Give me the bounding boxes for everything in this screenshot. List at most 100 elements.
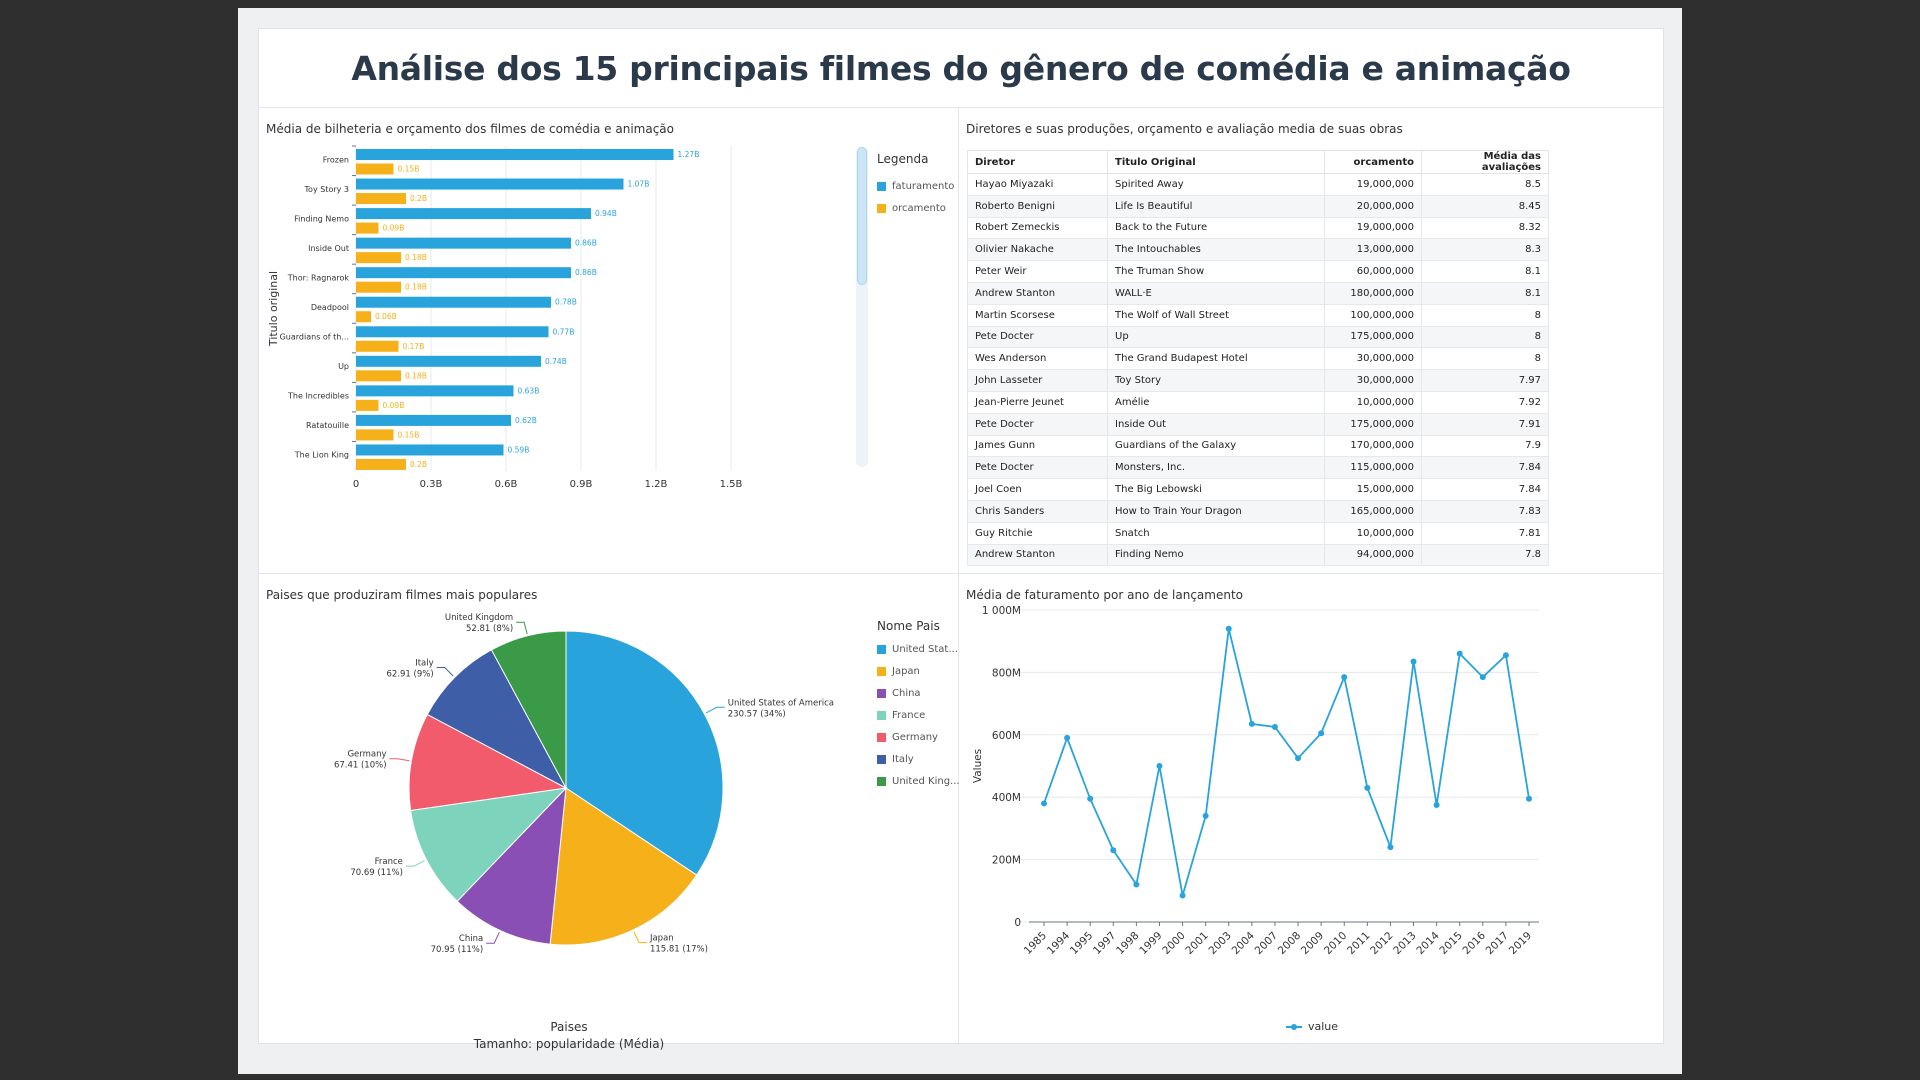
table-row[interactable]: Olivier Nakache The Intouchables 13,000,00…: [967, 238, 1549, 262]
legend-item[interactable]: France: [877, 704, 960, 726]
line-point: [1202, 812, 1209, 819]
legend-item[interactable]: China: [877, 682, 960, 704]
cell-title: The Grand Budapest Hotel: [1107, 347, 1325, 371]
table-row[interactable]: Roberto Benigni Life Is Beautiful 20,000,0…: [967, 194, 1549, 218]
bar-value-label: 0.86B: [575, 239, 597, 248]
legend-item-faturamento[interactable]: faturamento: [877, 175, 954, 197]
cell-budget: 175,000,000: [1324, 412, 1422, 436]
bar-value-label: 0.15B: [398, 165, 420, 174]
x-tick-label: 1999: [1137, 930, 1164, 957]
line-point: [1502, 652, 1509, 659]
cell-director: Wes Anderson: [967, 347, 1108, 371]
bar-faturamento: [356, 267, 571, 279]
table-row[interactable]: Wes Anderson The Grand Budapest Hotel 30,0…: [967, 347, 1549, 371]
pie-slice: [456, 786, 567, 945]
y-axis-label: Values: [972, 749, 984, 783]
cell-rating: 8.1: [1421, 281, 1549, 305]
table-row[interactable]: Chris Sanders How to Train Your Dragon 165…: [967, 499, 1549, 523]
legend-item[interactable]: Italy: [877, 748, 960, 770]
x-tick-label: 1985: [1022, 930, 1049, 957]
cell-rating: 8: [1421, 347, 1549, 371]
x-tick-label: 2016: [1461, 929, 1489, 957]
bar-orcamento: [356, 252, 401, 264]
bar-value-label: 0.06B: [375, 312, 397, 321]
column-header-rating[interactable]: Média das avaliações: [1421, 150, 1549, 174]
line-point: [1110, 847, 1117, 854]
bar-chart: 0 0.3B 0.6B 0.9B 1.2B 1.5B Titulo original Froz…: [267, 145, 743, 490]
legend-swatch: [877, 732, 886, 742]
bar-orcamento: [356, 370, 401, 382]
pie-slice-value: 52.81 (8%): [466, 624, 513, 634]
x-tick-label: 2007: [1253, 930, 1280, 957]
cell-rating: 7.92: [1421, 390, 1549, 414]
line-legend[interactable]: value: [1286, 1020, 1338, 1033]
bar-value-label: 0.74B: [545, 357, 567, 366]
line-point: [1364, 784, 1371, 791]
cell-title: Spirited Away: [1107, 173, 1325, 196]
cell-rating: 7.8: [1421, 543, 1549, 567]
bar-value-label: 0.59B: [508, 445, 530, 454]
pie-slice-value: 70.69 (11%): [350, 868, 403, 878]
pie-slice: [408, 713, 568, 812]
table-row[interactable]: Martin Scorsese The Wolf of Wall Street 10…: [967, 303, 1549, 327]
line-chart-panel[interactable]: Média de faturamento por ano de lançamen…: [959, 574, 1663, 1043]
line-point: [1087, 795, 1094, 802]
pie-chart-panel[interactable]: Paises que produziram filmes mais popula…: [259, 574, 960, 1051]
legend-scrollbar-thumb[interactable]: [857, 147, 867, 285]
line-point: [1410, 658, 1417, 665]
bar-chart-title: Média de bilheteria e orçamento dos film…: [266, 122, 674, 136]
line-point: [1156, 763, 1163, 769]
table-row[interactable]: Guy Ritchie Snatch 10,000,000 7.81: [967, 521, 1549, 545]
table-row[interactable]: Jean-Pierre Jeunet Amélie 10,000,000 7.92: [967, 390, 1549, 414]
table-row[interactable]: Andrew Stanton Finding Nemo 94,000,000 7.8: [967, 543, 1549, 567]
column-header-budget[interactable]: orcamento: [1324, 150, 1422, 174]
legend-swatch: [877, 688, 886, 698]
table-row[interactable]: Andrew Stanton WALL·E 180,000,000 8.1: [967, 281, 1549, 305]
legend-item[interactable]: Japan: [877, 660, 960, 682]
bar-chart-panel[interactable]: Média de bilheteria e orçamento dos film…: [259, 108, 959, 574]
legend-item[interactable]: Germany: [877, 726, 960, 748]
cell-budget: 15,000,000: [1324, 478, 1422, 501]
cell-rating: 7.81: [1421, 521, 1549, 545]
column-header-title[interactable]: Titulo Original: [1107, 150, 1325, 174]
cell-rating: 8: [1421, 303, 1549, 327]
table-row[interactable]: Joel Coen The Big Lebowski 15,000,000 7.84: [967, 478, 1549, 501]
table-row[interactable]: Robert Zemeckis Back to the Future 19,000,…: [967, 216, 1549, 240]
line-point: [1433, 802, 1440, 808]
cell-title: Life Is Beautiful: [1107, 194, 1325, 218]
pie-slice-name: France: [375, 857, 403, 867]
cell-director: Joel Coen: [967, 478, 1108, 501]
x-tick-label: 2004: [1230, 929, 1258, 957]
x-tick-label: 2014: [1414, 929, 1442, 957]
legend-item[interactable]: United King...: [877, 770, 960, 792]
line-point: [1041, 800, 1047, 807]
table-row[interactable]: James Gunn Guardians of the Galaxy 170,000…: [967, 434, 1549, 458]
table-row[interactable]: John Lasseter Toy Story 30,000,000 7.97: [967, 369, 1549, 392]
cell-director: Peter Weir: [967, 260, 1108, 283]
bar-value-label: 1.27B: [678, 150, 700, 159]
category-label: Ratatouille: [306, 421, 349, 430]
legend-label: Germany: [892, 731, 938, 743]
legend-item-orcamento[interactable]: orcamento: [877, 197, 954, 219]
table-row[interactable]: Hayao Miyazaki Spirited Away 19,000,000 8.5: [967, 173, 1549, 196]
table-row[interactable]: Pete Docter Inside Out 175,000,000 7.91: [967, 412, 1549, 436]
x-tick-label: 2009: [1299, 930, 1326, 957]
cell-budget: 60,000,000: [1324, 260, 1422, 283]
pie-slice-name: China: [459, 934, 483, 944]
cell-rating: 8.45: [1421, 194, 1549, 218]
table-row[interactable]: Pete Docter Up 175,000,000 8: [967, 325, 1549, 349]
line-point: [1064, 734, 1071, 741]
line-point: [1387, 844, 1394, 851]
cell-director: Robert Zemeckis: [967, 216, 1108, 240]
table-row[interactable]: Pete Docter Monsters, Inc. 115,000,000 7.84: [967, 456, 1549, 480]
cell-title: Finding Nemo: [1107, 543, 1325, 567]
cell-director: Pete Docter: [967, 456, 1108, 480]
table-row[interactable]: Peter Weir The Truman Show 60,000,000 8.1: [967, 260, 1549, 283]
bar-orcamento: [356, 193, 406, 205]
cell-title: Back to the Future: [1107, 216, 1325, 240]
x-tick-label: 2013: [1391, 930, 1418, 957]
legend-item[interactable]: United Stat...: [877, 638, 960, 660]
cell-director: Jean-Pierre Jeunet: [967, 390, 1108, 414]
column-header-director[interactable]: Diretor: [967, 150, 1108, 174]
legend-scrollbar[interactable]: [856, 147, 868, 467]
